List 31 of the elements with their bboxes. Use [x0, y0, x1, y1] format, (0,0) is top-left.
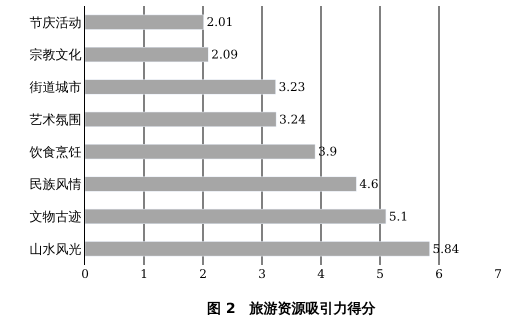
x-tick-label: 2	[199, 267, 207, 281]
bar	[85, 112, 276, 127]
x-tick-label: 0	[81, 267, 89, 281]
bar	[85, 144, 316, 160]
x-tick-label: 6	[435, 267, 443, 281]
y-tick-label: 节庆活动	[29, 16, 82, 31]
x-tick-label: 7	[494, 267, 502, 281]
data-label: 5.1	[388, 209, 408, 224]
data-label: 2.01	[206, 15, 234, 30]
bar	[85, 79, 276, 94]
y-tick-label: 山水风光	[29, 242, 82, 258]
text: 图 2 旅游资源吸引力得分	[207, 301, 377, 317]
bar	[85, 14, 204, 30]
x-tick-label: 5	[376, 267, 384, 281]
data-label: 4.6	[359, 177, 378, 192]
data-label: 3.23	[278, 80, 306, 94]
y-tick-label: 宗教文化	[29, 47, 82, 64]
x-tick-label: 4	[317, 267, 326, 281]
x-tick-label: 3	[258, 267, 266, 281]
bar	[85, 208, 386, 224]
data-label: 2.09	[211, 48, 238, 62]
y-tick-label: 饮食烹饪	[28, 144, 82, 160]
bar	[85, 241, 430, 256]
y-tick-label: 街道城市	[29, 80, 82, 96]
x-tick-label: 1	[140, 267, 148, 281]
bar	[85, 176, 357, 192]
y-tick-label: 艺术氛围	[29, 112, 82, 128]
bar	[85, 47, 209, 62]
data-label: 3.24	[279, 112, 306, 126]
y-tick-label: 文物古迹	[29, 208, 82, 225]
y-tick-label: 民族风情	[29, 178, 82, 193]
